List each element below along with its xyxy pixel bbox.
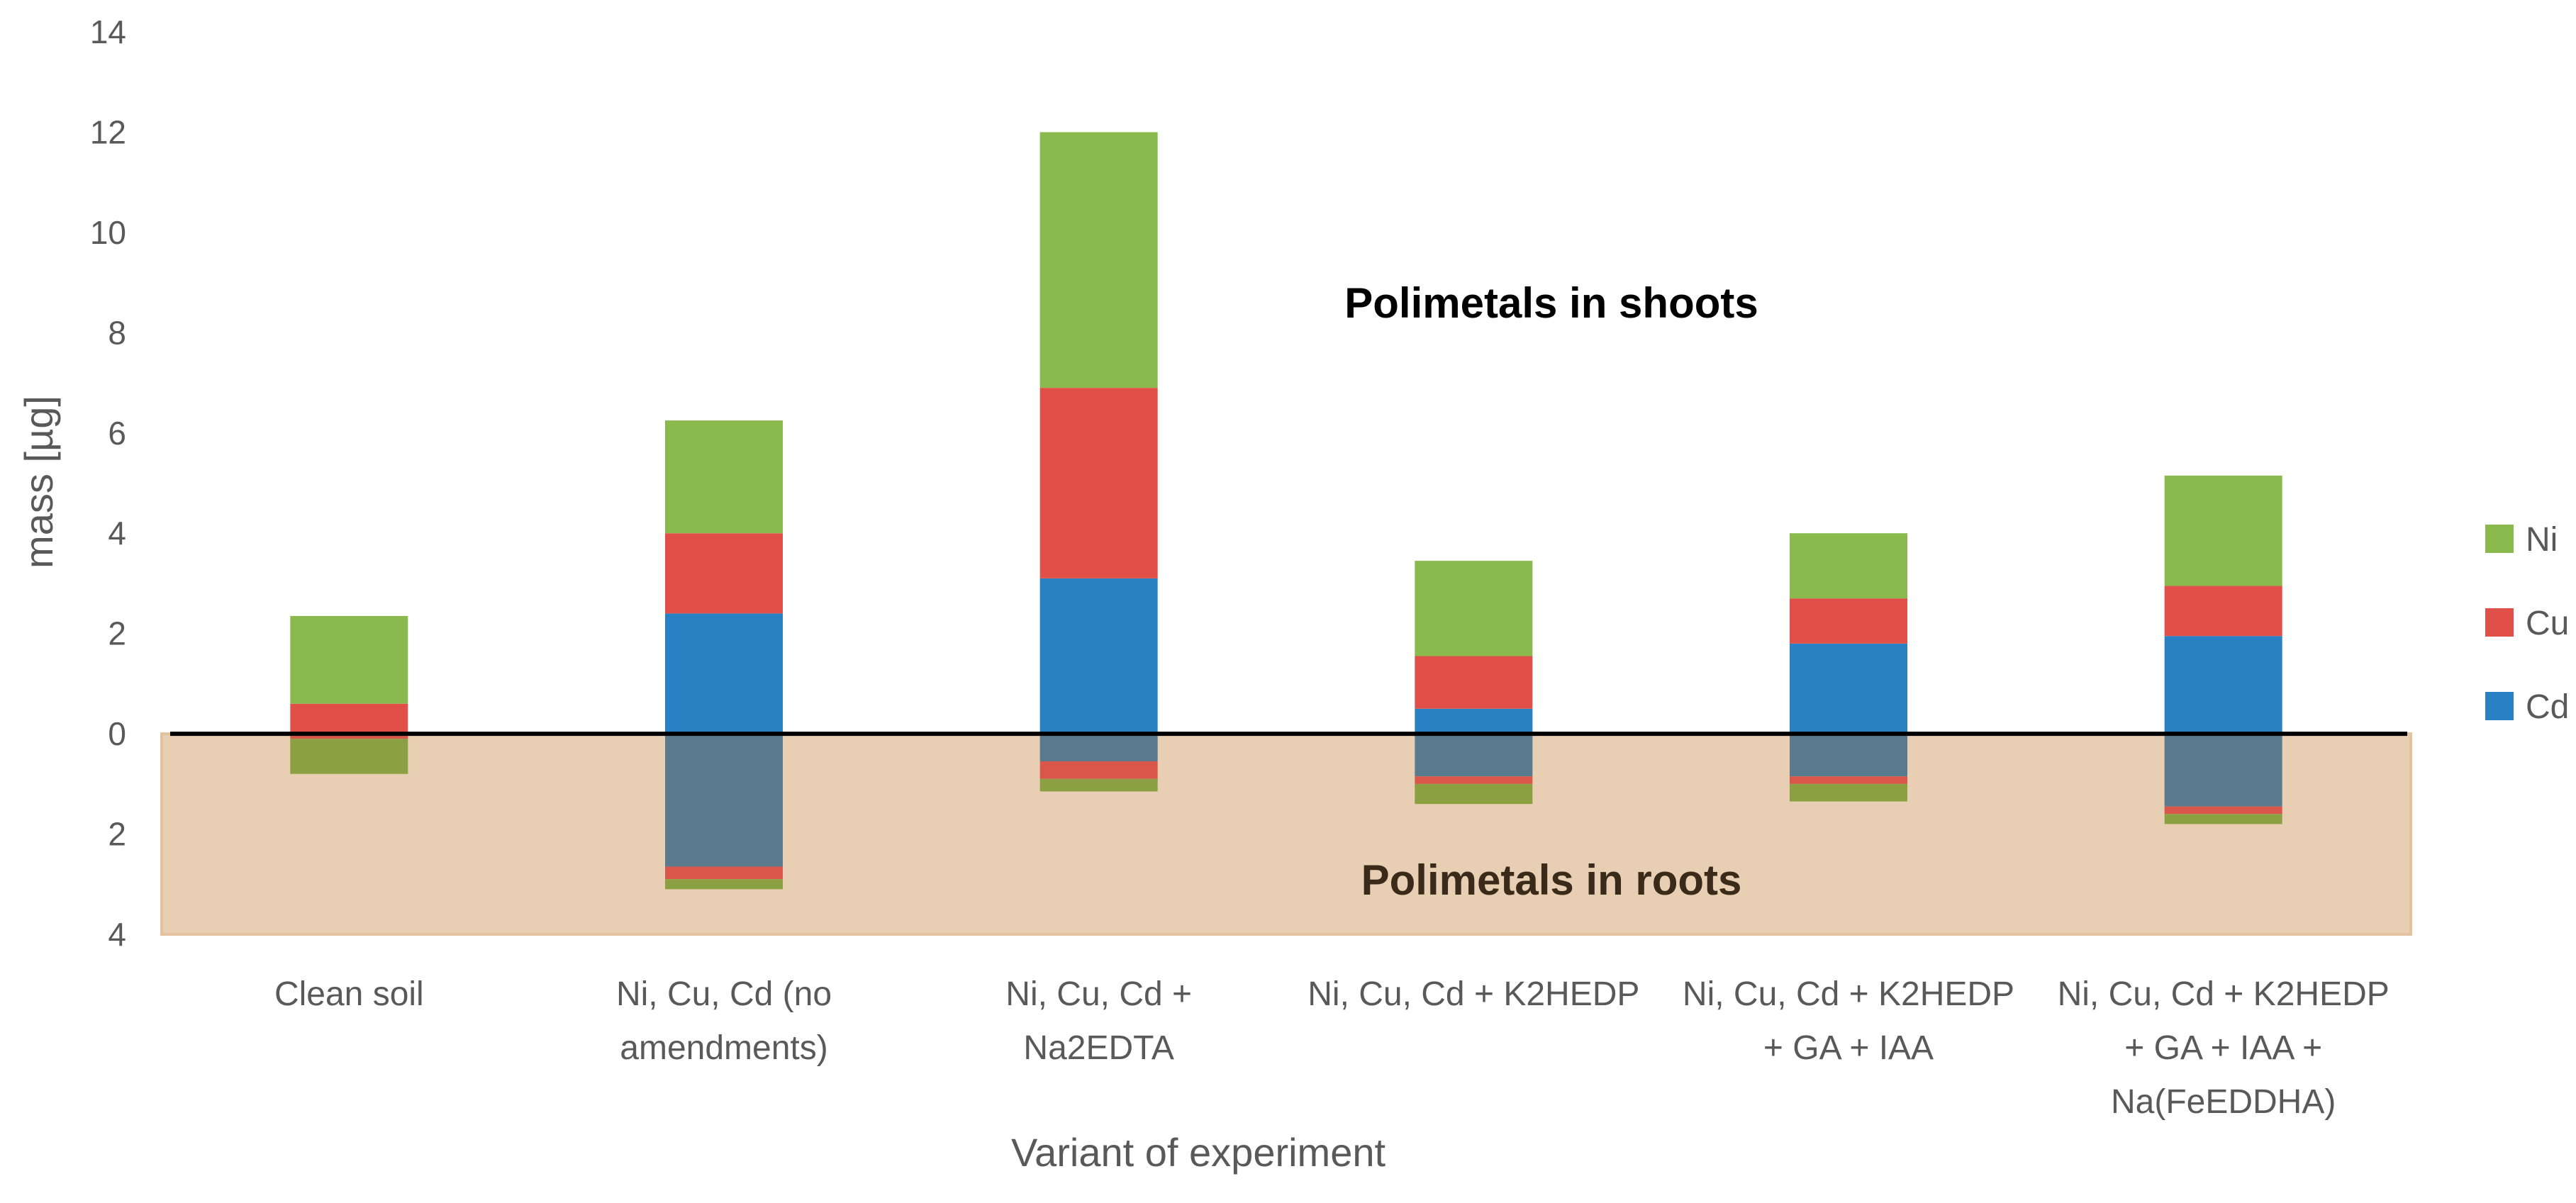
bar-shoots-cu-2 — [1039, 388, 1158, 578]
legend-swatch-ni — [2485, 525, 2514, 553]
bar-shoots-cu-1 — [665, 533, 783, 614]
bar-roots-ni-1 — [665, 879, 783, 890]
y-tick-label: 2 — [108, 615, 126, 652]
legend: Ni Cu Cd — [2485, 521, 2569, 726]
x-category-label: Ni, Cu, Cd (no amendments) — [616, 975, 832, 1067]
bar-roots-cd-4 — [1790, 734, 1907, 777]
x-category-label-line: amendments) — [620, 1029, 827, 1067]
bar-roots-ni-5 — [2164, 814, 2282, 824]
y-tick-label: 6 — [108, 415, 126, 452]
x-category-label-line: + GA + IAA + — [2124, 1029, 2322, 1067]
x-category-label: Ni, Cu, Cd + K2HEDP + GA + IAA — [1683, 975, 2014, 1067]
bar-shoots-ni-5 — [2164, 475, 2282, 586]
x-axis-title: Variant of experiment — [1011, 1130, 1386, 1175]
bar-roots-cu-3 — [1415, 776, 1533, 784]
x-category-label: Ni, Cu, Cd + K2HEDP — [1307, 975, 1639, 1013]
bar-shoots-cu-5 — [2164, 586, 2282, 637]
bar-shoots-ni-2 — [1039, 132, 1158, 388]
bar-roots-cd-5 — [2164, 734, 2282, 807]
bar-shoots-cu-4 — [1790, 598, 1907, 644]
bar-shoots-cu-0 — [290, 703, 408, 734]
bar-shoots-ni-4 — [1790, 533, 1907, 599]
bar-roots-ni-4 — [1790, 783, 1907, 802]
bar-roots-cd-1 — [665, 734, 783, 867]
x-category-label: Ni, Cu, Cd + K2HEDP + GA + IAA + Na(FeEDDH… — [2058, 975, 2390, 1121]
x-category-label-line: Clean soil — [274, 975, 424, 1013]
bar-roots-cu-1 — [665, 866, 783, 880]
y-tick-label: 4 — [108, 916, 126, 953]
x-category-label-line: + GA + IAA — [1763, 1029, 1934, 1067]
y-axis-title: mass [µg] — [16, 396, 61, 569]
y-tick-labels: 14 12 10 8 6 4 2 0 2 4 — [90, 13, 126, 953]
bar-roots-cu-0 — [290, 734, 408, 739]
y-tick-label: 10 — [90, 214, 126, 251]
x-category-label-line: Ni, Cu, Cd + K2HEDP — [1307, 975, 1639, 1013]
x-category-label-line: Ni, Cu, Cd + K2HEDP — [2058, 975, 2390, 1013]
bars-group — [290, 132, 2282, 890]
legend-swatch-cu — [2485, 608, 2514, 637]
y-tick-label: 2 — [108, 816, 126, 853]
bar-roots-cu-2 — [1039, 761, 1158, 779]
bar-roots-cu-5 — [2164, 806, 2282, 815]
bar-roots-cd-3 — [1415, 734, 1533, 777]
bar-shoots-ni-0 — [290, 615, 408, 704]
x-category-label-line: Na2EDTA — [1023, 1029, 1174, 1067]
x-category-label: Clean soil — [274, 975, 424, 1013]
roots-region-background — [160, 732, 2412, 936]
bar-shoots-cd-4 — [1790, 643, 1907, 734]
bar-roots-cu-4 — [1790, 776, 1907, 784]
legend-label-ni: Ni — [2526, 521, 2558, 559]
bar-roots-ni-2 — [1039, 778, 1158, 792]
bar-shoots-ni-1 — [665, 420, 783, 534]
bar-roots-ni-0 — [290, 739, 408, 774]
bar-roots-ni-3 — [1415, 783, 1533, 805]
y-tick-label: 8 — [108, 314, 126, 351]
bar-shoots-cd-3 — [1415, 708, 1533, 734]
bar-shoots-cd-5 — [2164, 636, 2282, 734]
y-tick-label: 4 — [108, 515, 126, 552]
y-tick-label: 12 — [90, 113, 126, 150]
x-category-label-line: Na(FeEDDHA) — [2111, 1083, 2336, 1121]
x-category-label-line: Ni, Cu, Cd + K2HEDP — [1683, 975, 2014, 1013]
legend-label-cu: Cu — [2526, 605, 2569, 642]
x-category-label-line: Ni, Cu, Cd + — [1005, 975, 1192, 1013]
bar-roots-cd-2 — [1039, 734, 1158, 762]
x-category-labels: Clean soil Ni, Cu, Cd (no amendments)Ni, C… — [274, 975, 2390, 1121]
y-tick-label: 0 — [108, 715, 126, 752]
bar-shoots-cd-1 — [665, 613, 783, 734]
x-category-label-line: Ni, Cu, Cd (no — [616, 975, 832, 1013]
bar-shoots-cd-2 — [1039, 578, 1158, 734]
bar-shoots-cu-3 — [1415, 656, 1533, 709]
annotation-shoots: Polimetals in shoots — [1344, 279, 1758, 327]
legend-swatch-cd — [2485, 692, 2514, 720]
legend-label-cd: Cd — [2526, 688, 2569, 726]
x-category-label: Ni, Cu, Cd + Na2EDTA — [1005, 975, 1192, 1067]
bar-shoots-ni-3 — [1415, 561, 1533, 656]
y-tick-label: 14 — [90, 13, 126, 50]
annotation-roots: Polimetals in roots — [1361, 856, 1742, 904]
